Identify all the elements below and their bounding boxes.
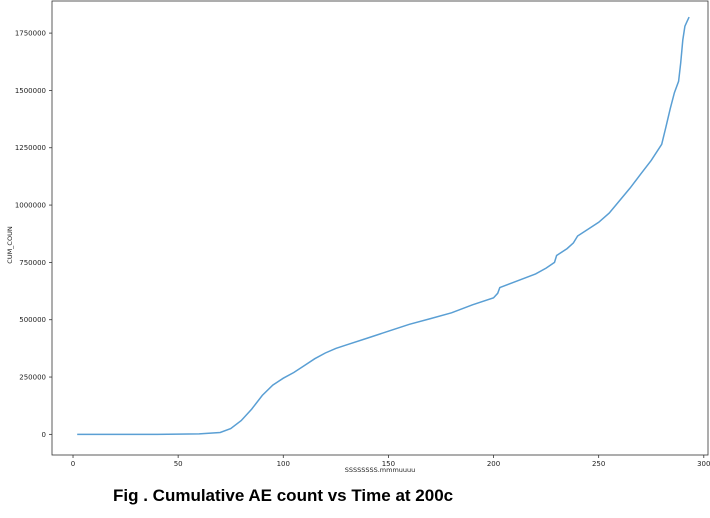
series-line: [77, 16, 690, 436]
x-tick-label: 100: [277, 460, 290, 468]
y-tick-label: 250000: [19, 374, 46, 382]
y-tick-label: 1000000: [15, 202, 46, 210]
x-axis-label: SSSSSSSS.mmmuuuu: [345, 466, 416, 474]
x-axis: 0 50 100 150 200 250 300: [71, 455, 710, 468]
y-tick-label: 1250000: [15, 144, 46, 152]
x-tick-label: 0: [71, 460, 75, 468]
plot-frame: [51, 0, 709, 456]
y-tick-label: 1500000: [15, 87, 46, 95]
x-tick-label: 150: [382, 460, 395, 468]
y-tick-label: 750000: [19, 259, 46, 267]
chart: 0 50 100 150 200 250 300 0 250000 500000 750000 10…: [6, 0, 710, 474]
figure-caption: Fig . Cumulative AE count vs Time at 200…: [113, 486, 454, 505]
y-axis-label: CUM_COUN: [6, 226, 14, 264]
x-tick-label: 250: [592, 460, 605, 468]
y-tick-label: 1750000: [15, 30, 46, 38]
y-axis: 0 250000 500000 750000 1000000 1250000 1500000…: [15, 30, 52, 439]
x-tick-label: 300: [697, 460, 710, 468]
y-tick-label: 0: [42, 431, 46, 439]
x-tick-label: 200: [487, 460, 500, 468]
x-tick-label: 50: [174, 460, 183, 468]
y-tick-label: 500000: [19, 316, 46, 324]
